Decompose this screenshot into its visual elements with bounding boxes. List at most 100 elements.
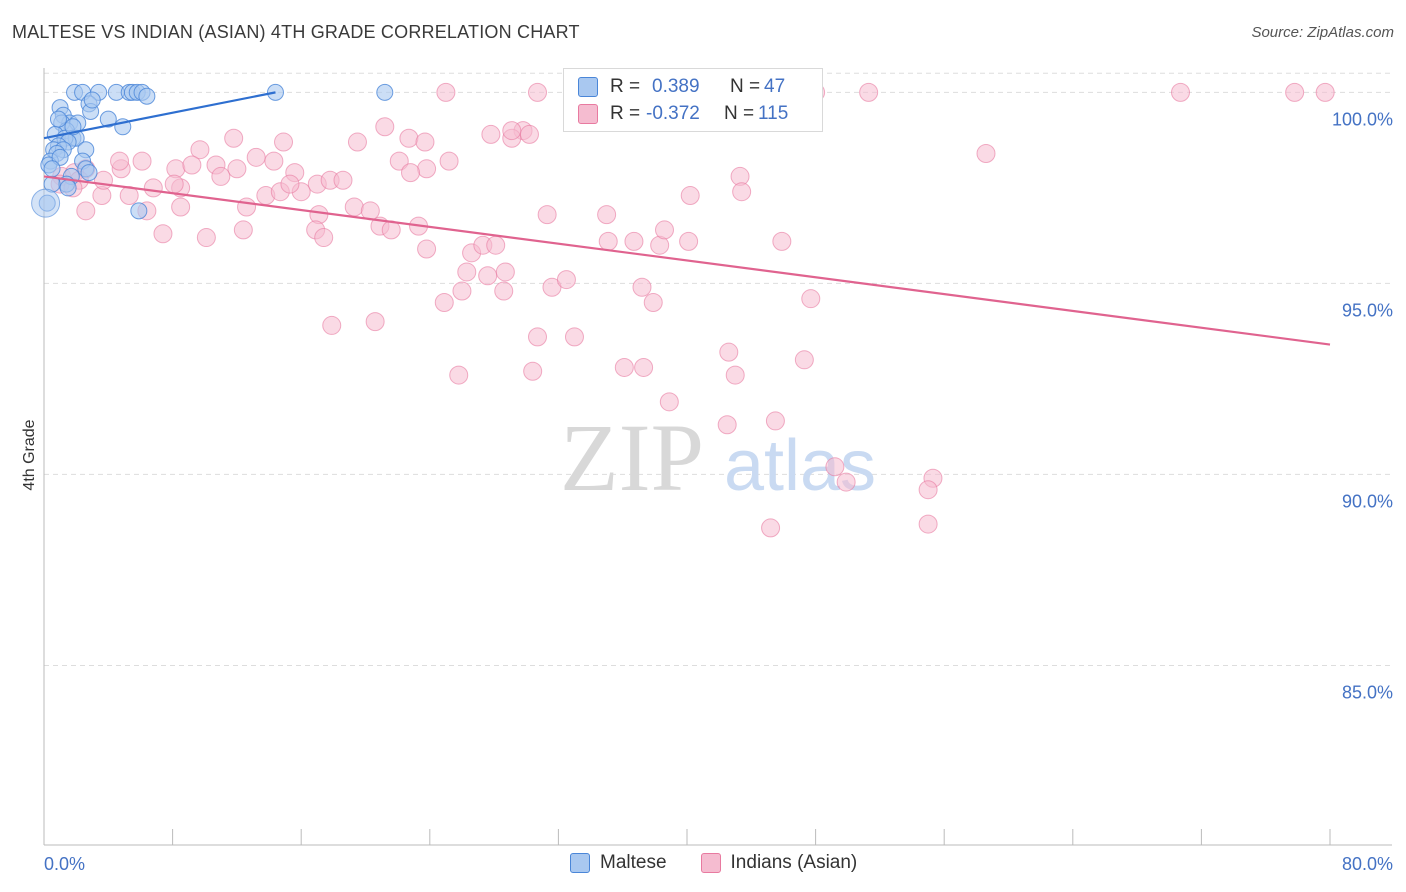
legend-swatch-maltese bbox=[570, 853, 590, 873]
data-point-indians bbox=[333, 170, 353, 190]
legend-item-indians[interactable]: Indians (Asian) bbox=[700, 852, 858, 874]
data-point-indians bbox=[918, 514, 938, 534]
data-point-indians bbox=[918, 480, 938, 500]
legend-n-value: 115 bbox=[758, 103, 789, 124]
data-point-indians bbox=[314, 228, 334, 248]
data-point-indians bbox=[389, 151, 409, 171]
data-point-indians bbox=[1315, 82, 1335, 102]
chart-title: MALTESE VS INDIAN (ASIAN) 4TH GRADE CORR… bbox=[12, 22, 580, 42]
data-point-indians bbox=[654, 220, 674, 240]
legend-r-label: R = bbox=[610, 76, 641, 97]
data-point-indians bbox=[211, 166, 231, 186]
data-point-indians bbox=[190, 140, 210, 160]
legend-r-value: 0.389 bbox=[652, 76, 700, 97]
data-point-maltese bbox=[138, 87, 156, 105]
correlation-legend: R = 0.389 N = 47 R = -0.372 N = 115 bbox=[563, 68, 823, 132]
x-tick-label: 80.0% bbox=[1342, 854, 1393, 874]
data-point-maltese bbox=[99, 110, 117, 128]
grid-lines bbox=[44, 72, 1392, 666]
data-point-maltese bbox=[376, 83, 394, 101]
watermark-atlas: atlas bbox=[724, 426, 876, 506]
data-point-indians bbox=[528, 82, 548, 102]
data-point-indians bbox=[634, 357, 654, 377]
data-point-indians bbox=[643, 293, 663, 313]
legend-swatch-maltese bbox=[578, 77, 598, 97]
data-point-indians bbox=[679, 231, 699, 251]
watermark: ZIP atlas bbox=[560, 404, 876, 511]
data-point-indians bbox=[415, 132, 435, 152]
data-point-indians bbox=[801, 289, 821, 309]
data-point-maltese bbox=[130, 202, 148, 220]
data-point-indians bbox=[761, 518, 781, 538]
data-point-indians bbox=[360, 201, 380, 221]
data-point-indians bbox=[365, 312, 385, 332]
data-point-indians bbox=[523, 361, 543, 381]
data-point-indians bbox=[182, 155, 202, 175]
x-tick-label: 0.0% bbox=[44, 854, 85, 874]
data-point-indians bbox=[452, 281, 472, 301]
data-point-indians bbox=[417, 159, 437, 179]
data-point-indians bbox=[859, 82, 879, 102]
data-point-indians bbox=[494, 281, 514, 301]
legend-row-maltese: R = 0.389 N = 47 bbox=[578, 76, 785, 98]
data-point-indians bbox=[1171, 82, 1191, 102]
data-point-indians bbox=[495, 262, 515, 282]
data-point-indians bbox=[237, 197, 257, 217]
data-point-maltese bbox=[83, 91, 101, 109]
legend-item-maltese[interactable]: Maltese bbox=[570, 852, 667, 874]
data-point-indians bbox=[171, 197, 191, 217]
data-point-indians bbox=[680, 186, 700, 206]
data-point-indians bbox=[732, 182, 752, 202]
y-tick-label: 95.0% bbox=[1342, 300, 1393, 320]
data-point-indians bbox=[478, 266, 498, 286]
data-point-indians bbox=[233, 220, 253, 240]
data-point-indians bbox=[725, 365, 745, 385]
data-point-indians bbox=[224, 128, 244, 148]
data-point-indians bbox=[564, 327, 584, 347]
data-point-indians bbox=[399, 128, 419, 148]
legend-n-label: N = bbox=[724, 103, 755, 124]
data-point-indians bbox=[436, 82, 456, 102]
data-point-maltese bbox=[49, 110, 67, 128]
data-point-indians bbox=[765, 411, 785, 431]
data-point-indians bbox=[375, 117, 395, 137]
y-tick-label: 90.0% bbox=[1342, 491, 1393, 511]
legend-label-indians: Indians (Asian) bbox=[730, 852, 858, 873]
data-point-indians bbox=[719, 342, 739, 362]
data-point-indians bbox=[836, 472, 856, 492]
data-point-indians bbox=[347, 132, 367, 152]
axes bbox=[43, 68, 1392, 846]
data-point-indians bbox=[434, 293, 454, 313]
data-point-indians bbox=[246, 147, 266, 167]
data-point-indians bbox=[598, 231, 618, 251]
data-point-indians bbox=[401, 163, 421, 183]
legend-n-value: 47 bbox=[764, 76, 786, 97]
data-point-indians bbox=[153, 224, 173, 244]
data-point-indians bbox=[344, 197, 364, 217]
y-axis-title: 4th Grade bbox=[21, 419, 38, 490]
data-point-indians bbox=[76, 201, 96, 221]
data-point-indians bbox=[624, 231, 644, 251]
data-point-indians bbox=[457, 262, 477, 282]
legend-r-value: -0.372 bbox=[646, 103, 700, 124]
data-point-indians bbox=[280, 174, 300, 194]
data-point-maltese bbox=[59, 179, 77, 197]
data-point-indians bbox=[196, 228, 216, 248]
data-point-indians bbox=[794, 350, 814, 370]
data-point-indians bbox=[597, 205, 617, 225]
data-point-indians bbox=[322, 315, 342, 335]
data-point-indians bbox=[132, 151, 152, 171]
legend-swatch-indians bbox=[578, 104, 598, 124]
trend-line-maltese bbox=[43, 91, 276, 140]
data-point-indians bbox=[614, 357, 634, 377]
data-point-maltese bbox=[80, 164, 98, 182]
source-label: Source: ZipAtlas.com bbox=[1251, 24, 1394, 41]
series-maltese bbox=[31, 83, 394, 220]
data-point-indians bbox=[556, 270, 576, 290]
y-tick-label: 85.0% bbox=[1342, 682, 1393, 702]
data-point-indians bbox=[164, 174, 184, 194]
data-point-maltese bbox=[43, 160, 61, 178]
data-point-indians bbox=[274, 132, 294, 152]
legend-swatch-indians bbox=[700, 853, 721, 873]
